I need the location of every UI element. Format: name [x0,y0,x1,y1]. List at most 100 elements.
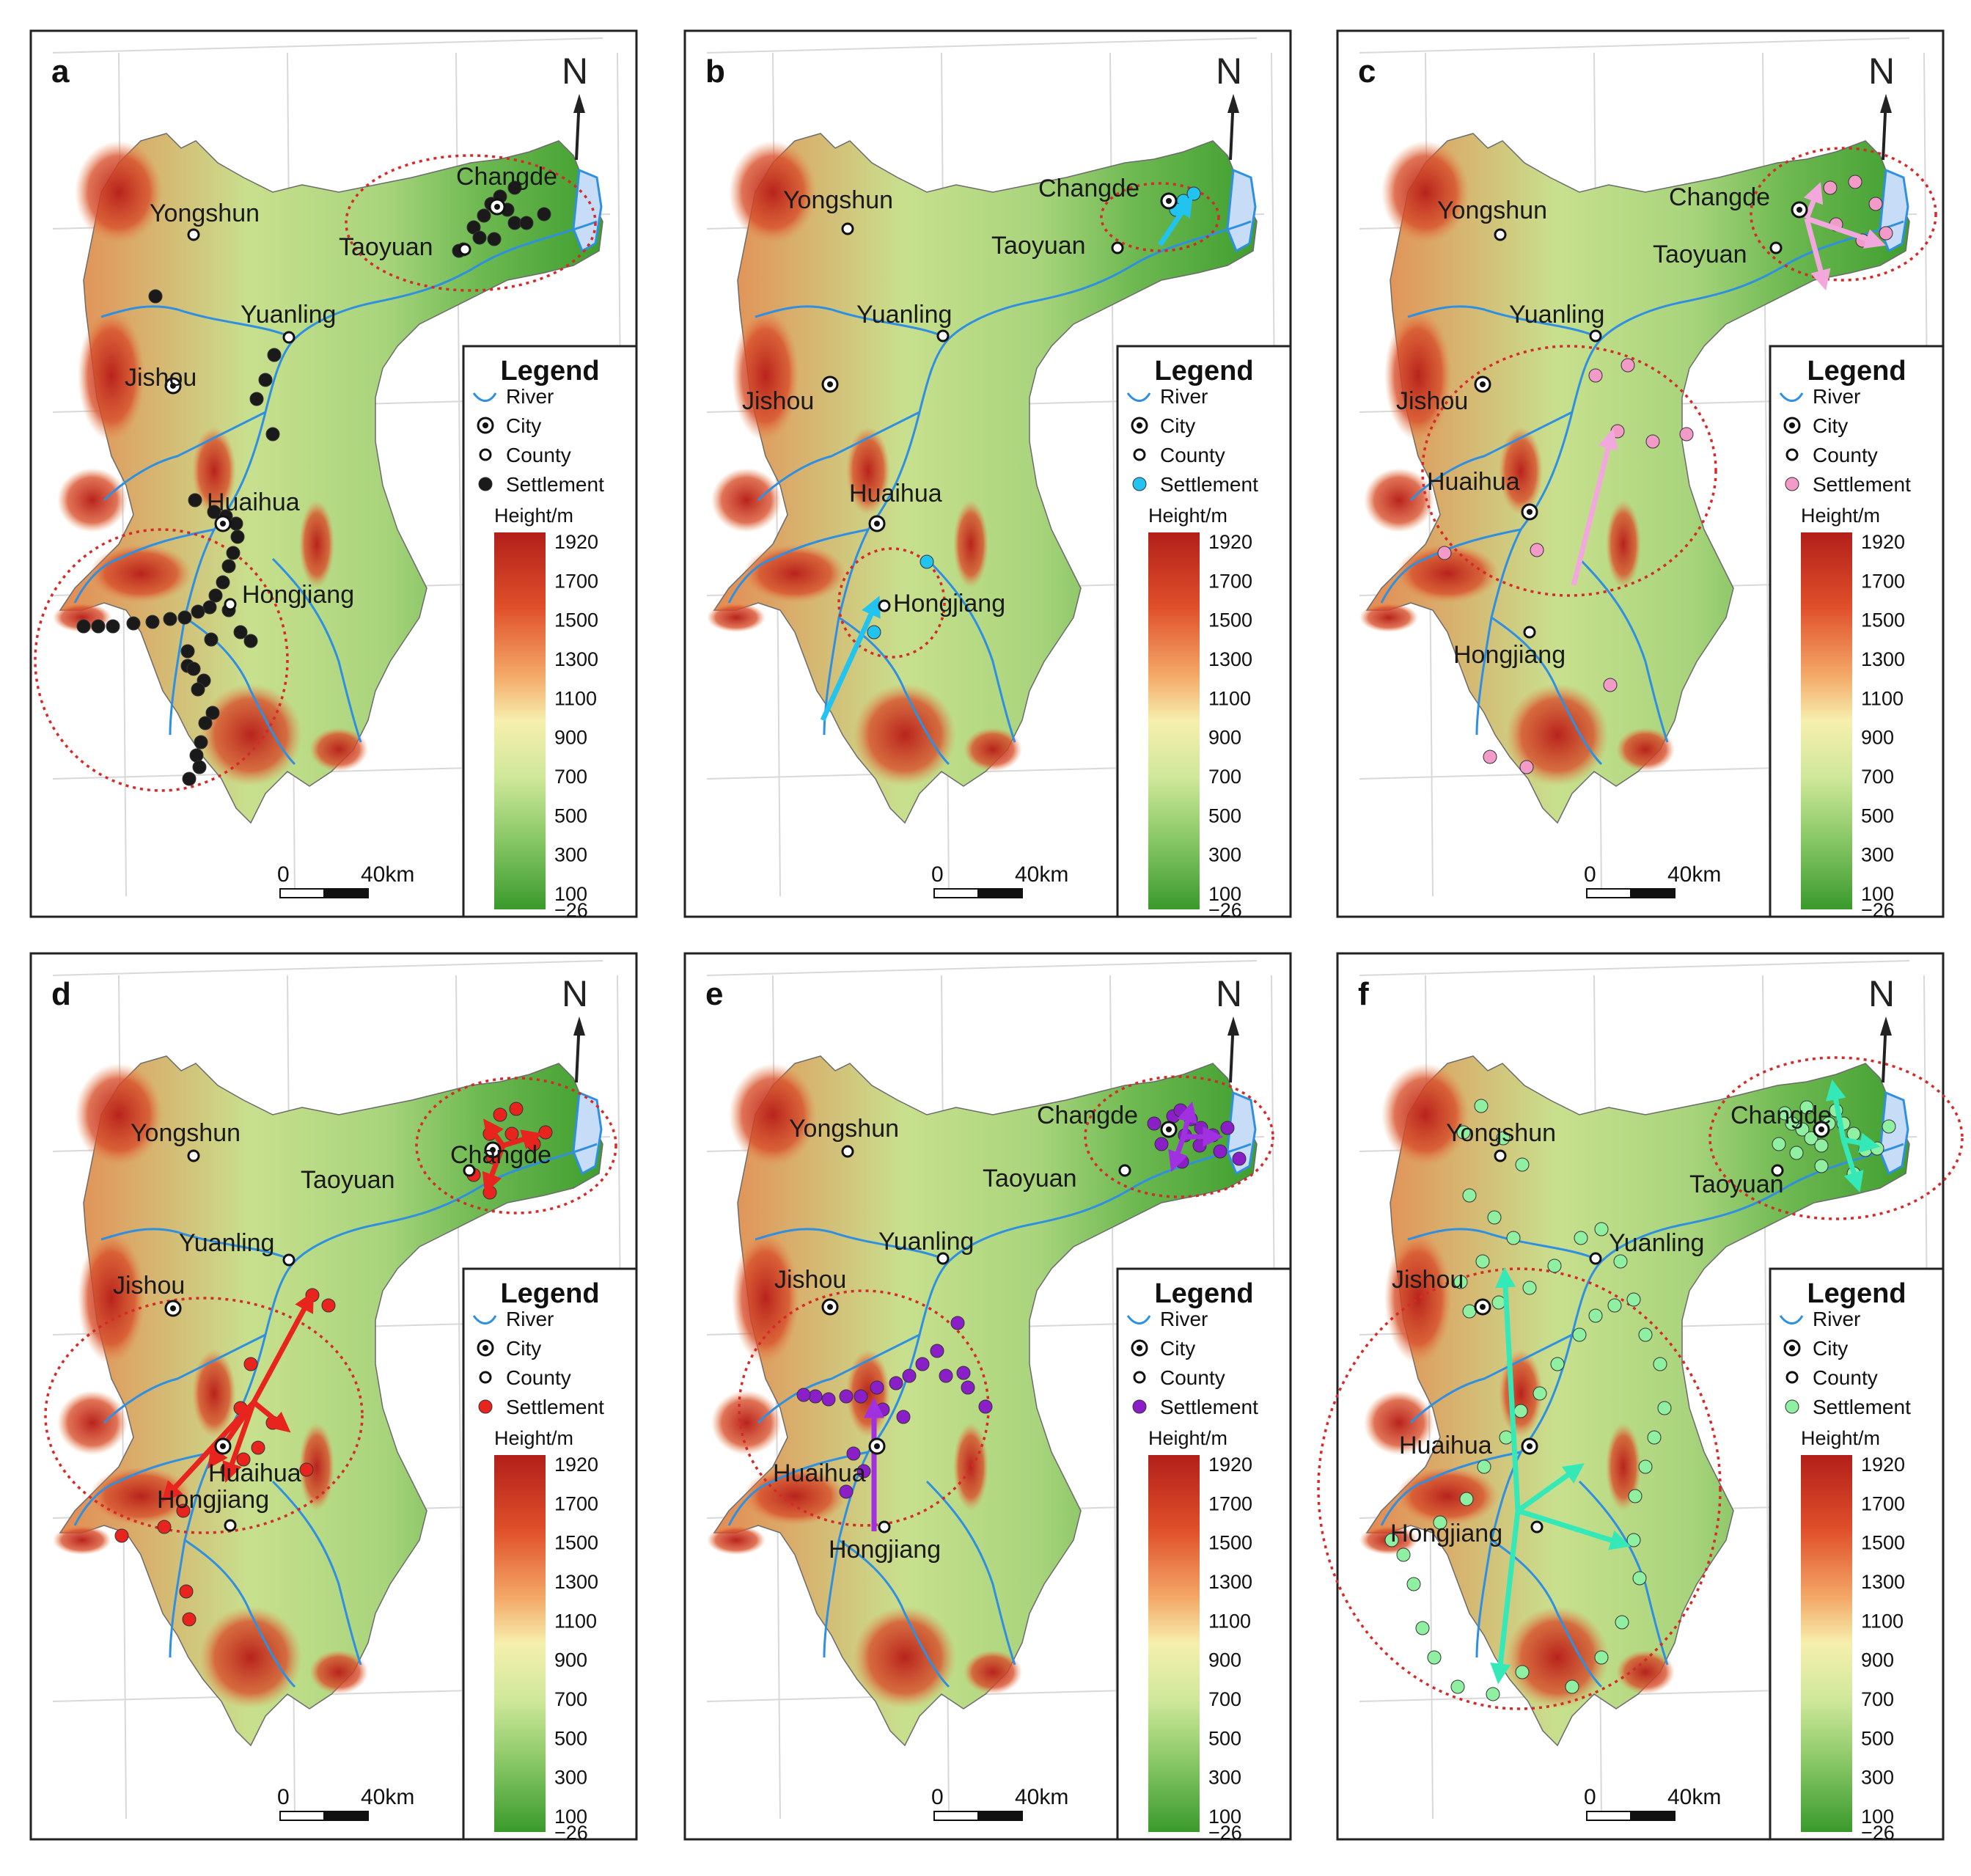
legend-tick: 300 [1861,1767,1894,1789]
settlement-point [204,632,219,647]
mountain-ridge [707,1525,766,1555]
mountain-ridge [846,427,890,515]
north-arrow-head [573,94,585,113]
place-label-yuanling: Yuanling [179,1229,274,1257]
cluster-ellipse [1708,1056,1964,1220]
place-label-huaihua: Huaihua [773,1459,866,1487]
settlement-point [1613,1254,1628,1269]
settlement-point [1550,1357,1565,1371]
legend-city: City [1160,1337,1195,1360]
settlement-point [148,289,163,304]
mountain-ridge [1506,684,1609,786]
settlement-point [1647,1430,1662,1445]
settlement-point [1173,1103,1188,1118]
settlement-point [179,1584,194,1599]
migration-arrows [1490,1079,1881,1685]
legend-county-symbol [1785,448,1799,461]
legend-tick: 700 [554,766,587,788]
settlement-point [1456,1125,1471,1140]
legend-tick: −26 [1861,899,1895,921]
settlement-point [1615,1615,1629,1630]
legend-river: River [1160,1308,1208,1330]
mountain-ridge [729,1063,817,1166]
legend-tick: 700 [1861,1688,1894,1710]
place-label-yuanling: Yuanling [1509,301,1604,329]
settlement-point [191,682,205,697]
river [925,1480,1016,1666]
mountain-ridge [744,1467,846,1525]
settlement-point [1519,760,1534,774]
legend-tick: −26 [1208,899,1242,921]
legend-river-symbol [472,1315,497,1324]
scale-bar-dark [323,888,369,898]
panel-b: Changde Taoyuan Yongshun Yuanling Jishou Huai… [683,29,1292,921]
river [100,305,296,340]
settlement-point [1772,1137,1786,1151]
river [184,616,296,766]
county-symbol [1523,626,1536,639]
migration-arrow [1804,218,1831,291]
river [100,1228,296,1263]
county-symbol [841,1145,854,1158]
river [823,220,1252,736]
settlement-point [229,516,243,531]
legend-tick: 300 [1208,844,1241,866]
scale-bar-light [1586,888,1632,898]
settlement-point [796,1388,811,1402]
settlement-point [821,1392,836,1407]
mountain-ridge [1384,309,1452,441]
legend-tick: 700 [1208,1688,1241,1710]
legend-settlement: Settlement [506,473,604,496]
county-symbol [1494,228,1507,241]
place-label-taoyuan: Taoyuan [1689,1170,1784,1198]
river [1578,557,1669,743]
place-label-changde: Changde [450,1141,551,1169]
settlement-point [192,760,207,774]
county-symbol [224,598,237,611]
legend-tick: 1700 [1861,570,1905,592]
legend-elevation-ramp [1148,532,1200,909]
place-label-changde: Changde [456,163,557,191]
legend-title: Legend [1154,1278,1253,1309]
settlement-point [1474,1099,1489,1113]
settlement-point [1868,197,1883,211]
settlement-point [114,1528,129,1543]
settlement-point [1795,1122,1810,1137]
migration-arrow [502,1129,543,1150]
settlement-point [1515,1665,1530,1679]
legend-river: River [506,1308,554,1330]
settlement-point [1603,678,1618,692]
city-symbol-center [1166,198,1172,204]
north-arrow-head [1227,1016,1239,1036]
mountain-ridge [1606,1423,1641,1511]
county-symbol [1771,1164,1784,1177]
legend-tick: 300 [554,844,587,866]
migration-arrow [1571,428,1618,586]
settlement-point [1487,1210,1502,1225]
places: Changde Taoyuan Yongshun Yuanling Jishou Huai… [773,1102,1178,1564]
legend-tick: 900 [1861,727,1894,749]
settlement-point [876,1402,890,1417]
settlement-point [1433,1515,1447,1530]
scale-bar: 0 40km [1584,1785,1721,1821]
river [1491,616,1603,766]
legend-tick: 900 [1208,727,1241,749]
river [184,1539,296,1688]
cluster-ellipse [1084,1075,1274,1198]
legend-tick: 900 [1208,1649,1241,1671]
city-symbol-center [827,1304,833,1310]
legend-settlement-symbol [478,1399,493,1414]
legend-tick: 1100 [1861,1610,1904,1632]
legend-city-symbol-center [482,422,488,428]
legend-tick: 500 [1861,1727,1894,1749]
settlement-point [249,392,264,406]
legend-settlement-symbol [1132,477,1147,491]
city-symbol-center [827,381,833,387]
migration-arrow [251,1291,315,1404]
settlement-point [243,1357,258,1371]
scale-end: 40km [361,1785,414,1809]
legend-tick: 100 [1861,1806,1894,1828]
legend-tick: 1700 [1208,1492,1252,1514]
mountain-ridge [1506,1606,1609,1709]
places: Changde Taoyuan Yongshun Yuanling Jishou Huai… [125,163,557,611]
